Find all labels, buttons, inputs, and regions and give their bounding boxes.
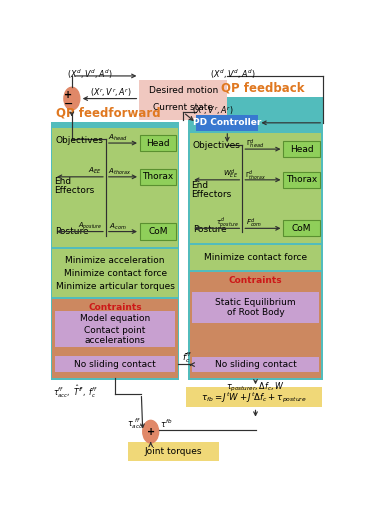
FancyBboxPatch shape <box>52 128 178 247</box>
Text: Minimize contact force: Minimize contact force <box>64 269 167 278</box>
FancyBboxPatch shape <box>55 311 175 327</box>
FancyBboxPatch shape <box>190 272 321 379</box>
Text: $\tau_{fb} = J^t W + J^t \Delta f_c + \tau_{posture}$: $\tau_{fb} = J^t W + J^t \Delta f_c + \t… <box>201 390 307 405</box>
Text: End: End <box>191 181 208 190</box>
FancyBboxPatch shape <box>188 97 323 380</box>
Text: Thorax: Thorax <box>286 175 317 184</box>
Text: $F^d_{com}$: $F^d_{com}$ <box>246 217 262 230</box>
FancyBboxPatch shape <box>190 133 321 243</box>
Text: $(X^r, V^r, A^r)$: $(X^r, V^r, A^r)$ <box>192 104 234 117</box>
Text: QP feedback: QP feedback <box>221 82 304 95</box>
Text: $\tau_{acc}^{ff},\ \hat{T}^{ff},\ f_c^{ff}$: $\tau_{acc}^{ff},\ \hat{T}^{ff},\ f_c^{f… <box>53 383 98 400</box>
Text: $\tau_{acc}^{\ ff}$: $\tau_{acc}^{\ ff}$ <box>127 416 143 431</box>
Text: No sliding contact: No sliding contact <box>74 360 156 369</box>
Text: Objectives: Objectives <box>55 136 103 145</box>
Circle shape <box>64 87 80 110</box>
Text: $A_{thorax}$: $A_{thorax}$ <box>108 167 131 177</box>
Text: $A_{posture}$: $A_{posture}$ <box>78 220 102 232</box>
Text: $(X^r, V^r, A^r)$: $(X^r, V^r, A^r)$ <box>90 87 132 99</box>
Text: Posture: Posture <box>193 225 227 235</box>
FancyBboxPatch shape <box>52 249 178 298</box>
FancyBboxPatch shape <box>51 122 179 380</box>
Text: No sliding contact: No sliding contact <box>214 360 296 369</box>
Text: $f_c^{ff}$: $f_c^{ff}$ <box>182 350 193 365</box>
Text: $A_{EE}$: $A_{EE}$ <box>88 166 101 176</box>
Text: $\tau_{posturer}, \Delta f_c, W$: $\tau_{posturer}, \Delta f_c, W$ <box>226 381 285 394</box>
Text: End: End <box>54 177 71 186</box>
FancyBboxPatch shape <box>140 224 176 239</box>
Text: PD Controller: PD Controller <box>193 118 261 128</box>
Text: Static Equilibrium
of Root Body: Static Equilibrium of Root Body <box>215 298 296 317</box>
Text: Posture: Posture <box>55 227 89 236</box>
FancyBboxPatch shape <box>190 245 321 270</box>
FancyBboxPatch shape <box>128 442 219 461</box>
Text: −: − <box>63 98 73 109</box>
Text: +: + <box>147 427 155 437</box>
Text: Head: Head <box>290 144 313 154</box>
Text: QP feedforward: QP feedforward <box>56 106 161 119</box>
FancyBboxPatch shape <box>186 387 322 407</box>
Circle shape <box>143 421 158 443</box>
FancyBboxPatch shape <box>193 357 319 372</box>
FancyBboxPatch shape <box>55 324 175 347</box>
FancyBboxPatch shape <box>52 299 178 379</box>
Text: $\Gamma^d_{thorax}$: $\Gamma^d_{thorax}$ <box>246 168 266 182</box>
Text: $\tau^d_{posture}$: $\tau^d_{posture}$ <box>216 215 240 230</box>
Text: Minimize articular torques: Minimize articular torques <box>56 282 175 291</box>
FancyBboxPatch shape <box>140 169 176 185</box>
Text: Desired motion: Desired motion <box>149 87 218 96</box>
FancyBboxPatch shape <box>283 220 320 236</box>
Text: Objectives: Objectives <box>193 141 241 150</box>
FancyBboxPatch shape <box>55 356 175 372</box>
FancyBboxPatch shape <box>139 80 227 120</box>
Text: CoM: CoM <box>148 227 168 236</box>
Text: +: + <box>64 90 72 100</box>
Text: Effectors: Effectors <box>54 186 94 195</box>
Text: Contraints: Contraints <box>88 303 142 312</box>
Text: Contact point
accelerations: Contact point accelerations <box>85 326 146 345</box>
Text: Effectors: Effectors <box>191 190 231 199</box>
Text: Minimize contact force: Minimize contact force <box>204 253 307 262</box>
Text: Contraints: Contraints <box>229 276 282 286</box>
Text: CoM: CoM <box>292 224 311 233</box>
Text: Minimize acceleration: Minimize acceleration <box>66 256 165 265</box>
Text: $(X^d, V^d, A^d)$: $(X^d, V^d, A^d)$ <box>210 68 256 81</box>
FancyBboxPatch shape <box>196 115 258 131</box>
Text: $(X^d, V^d, A^d)$: $(X^d, V^d, A^d)$ <box>67 68 112 81</box>
Text: $A_{head}$: $A_{head}$ <box>108 133 128 143</box>
Text: Current state: Current state <box>153 103 213 112</box>
Text: Model equation: Model equation <box>80 314 150 323</box>
Text: Joint torques: Joint torques <box>145 447 202 456</box>
FancyBboxPatch shape <box>140 135 176 151</box>
FancyBboxPatch shape <box>283 141 320 157</box>
Text: Thorax: Thorax <box>142 172 174 181</box>
Text: $\tau^{fb}$: $\tau^{fb}$ <box>160 417 172 430</box>
Text: $A_{com}$: $A_{com}$ <box>109 222 127 232</box>
FancyBboxPatch shape <box>193 292 319 322</box>
Text: $W^d_{EE}$: $W^d_{EE}$ <box>223 167 239 181</box>
Text: Head: Head <box>146 139 170 148</box>
Text: $\Gamma^d_{head}$: $\Gamma^d_{head}$ <box>246 138 264 151</box>
FancyBboxPatch shape <box>283 172 320 188</box>
